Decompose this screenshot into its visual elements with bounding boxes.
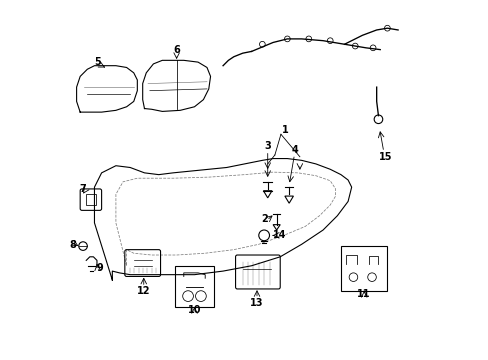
Text: 8: 8 <box>69 240 76 250</box>
Text: 13: 13 <box>250 298 263 308</box>
Text: 1: 1 <box>282 125 288 135</box>
Text: 4: 4 <box>290 145 297 155</box>
Text: 15: 15 <box>378 152 391 162</box>
Text: 9: 9 <box>96 262 103 273</box>
Text: 11: 11 <box>357 289 370 299</box>
Bar <box>175 266 214 307</box>
Text: 7: 7 <box>80 184 86 194</box>
Text: 6: 6 <box>173 45 180 55</box>
Text: 2: 2 <box>260 214 267 224</box>
Text: 3: 3 <box>264 141 270 151</box>
Text: 14: 14 <box>272 230 285 240</box>
Text: 10: 10 <box>187 305 201 315</box>
Polygon shape <box>272 225 280 230</box>
Text: 5: 5 <box>95 57 101 67</box>
Bar <box>85 194 96 205</box>
Bar <box>340 246 386 291</box>
Text: 12: 12 <box>137 287 150 296</box>
